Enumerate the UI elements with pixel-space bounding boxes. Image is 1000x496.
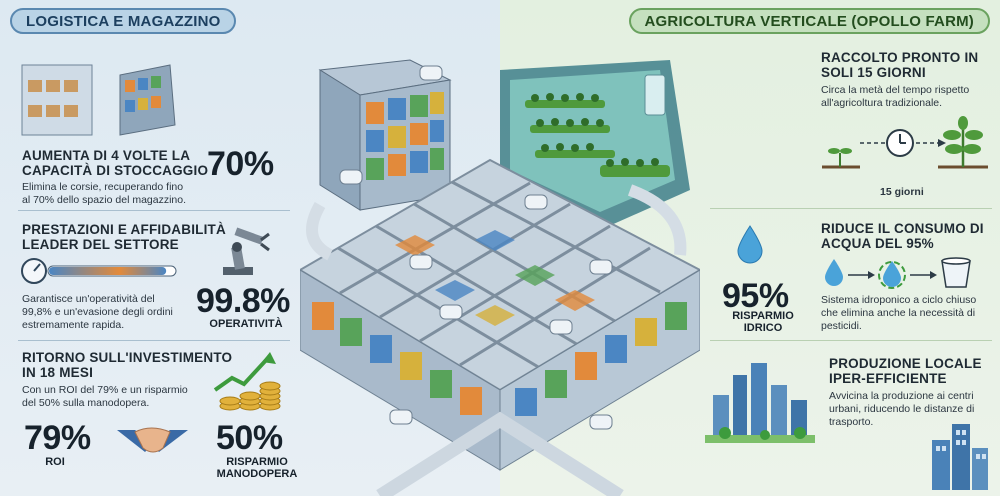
labor-savings-stat: 50% (216, 419, 283, 457)
roi-desc-line1: Con un ROI del 79% e un risparmio (22, 384, 188, 396)
uptime-stat: 99.8% (196, 282, 290, 320)
coins-growth-icon (213, 352, 281, 411)
water-savings-label-line2: IDRICO (743, 322, 783, 334)
performance-gauge-icon (21, 258, 177, 284)
growth-timeline-icon (822, 116, 988, 169)
harvest-caption: 15 giorni (880, 186, 924, 198)
harvest-desc-line2: all'agricoltura tradizionale. (821, 97, 943, 109)
water-savings-stat: 95% (722, 277, 789, 315)
handshake-icon (117, 427, 188, 453)
capacity-desc-line1: Elimina le corsie, recuperando fino (22, 181, 184, 193)
logistics-title: LOGISTICA E MAGAZZINO (10, 8, 237, 34)
water-drop-icon (737, 225, 763, 264)
local-heading-line1: PRODUZIONE LOCALE (829, 356, 982, 371)
water-desc-line1: Sistema idroponico a ciclo chiuso (821, 294, 977, 306)
roi-desc-line2: del 50% sulla manodopera. (22, 397, 150, 409)
uptime-label: OPERATIVITÀ (209, 318, 283, 330)
performance-desc-line1: Garantisce un'operatività del (22, 293, 155, 305)
water-desc-line2: che elimina anche la necessità di (821, 307, 976, 319)
local-desc-line2: urbani, riducendo le distanze di (829, 403, 975, 415)
water-cycle-icon (825, 257, 971, 289)
water-desc-line3: pesticidi. (821, 320, 862, 332)
performance-desc-line3: estremamente rapida. (22, 319, 125, 331)
office-buildings-icon (932, 424, 988, 490)
harvest-desc-line1: Circa la metà del tempo rispetto (821, 84, 970, 96)
capacity-stat: 70% (207, 145, 274, 183)
robot-arm-icon (223, 227, 270, 275)
water-savings-label-line1: RISPARMIO (732, 310, 794, 322)
warehouse-shelves-icon (21, 64, 176, 136)
divider (18, 210, 290, 211)
city-skyline-icon (705, 363, 815, 443)
labor-savings-label-line1: RISPARMIO (226, 456, 288, 468)
local-desc-line3: trasporto. (829, 416, 874, 428)
water-heading-line1: RIDUCE IL CONSUMO DI (821, 221, 984, 236)
local-desc-line1: Avvicina la produzione ai centri (829, 390, 974, 402)
divider (710, 340, 992, 341)
labor-savings-label-line2: MANODOPERA (216, 468, 298, 480)
divider (710, 208, 992, 209)
roi-heading-line1: RITORNO SULL'INVESTIMENTO (22, 350, 233, 365)
capacity-desc-line2: al 70% dello spazio del magazzino. (22, 194, 187, 206)
water-heading-line2: ACQUA DEL 95% (821, 236, 934, 251)
harvest-heading-line2: SOLI 15 GIORNI (821, 65, 926, 80)
local-heading-line2: IPER-EFFICIENTE (829, 371, 947, 386)
farming-title: AGRICOLTURA VERTICALE (OPOLLO FARM) (628, 8, 990, 34)
performance-desc-line2: 99,8% e un'evasione degli ordini (22, 306, 173, 318)
performance-heading-line1: PRESTAZIONI E AFFIDABILITÀ (22, 222, 226, 237)
roi-stat: 79% (24, 419, 91, 457)
divider (18, 340, 290, 341)
performance-heading-line2: LEADER DEL SETTORE (22, 237, 179, 252)
capacity-heading-line1: AUMENTA DI 4 VOLTE LA (22, 148, 191, 163)
roi-heading-line2: IN 18 MESI (22, 365, 94, 380)
harvest-heading-line1: RACCOLTO PRONTO IN (821, 50, 979, 65)
roi-label: ROI (45, 456, 65, 468)
warehouse-farm-illustration (300, 59, 700, 496)
capacity-heading-line2: CAPACITÀ DI STOCCAGGIO (22, 163, 209, 178)
